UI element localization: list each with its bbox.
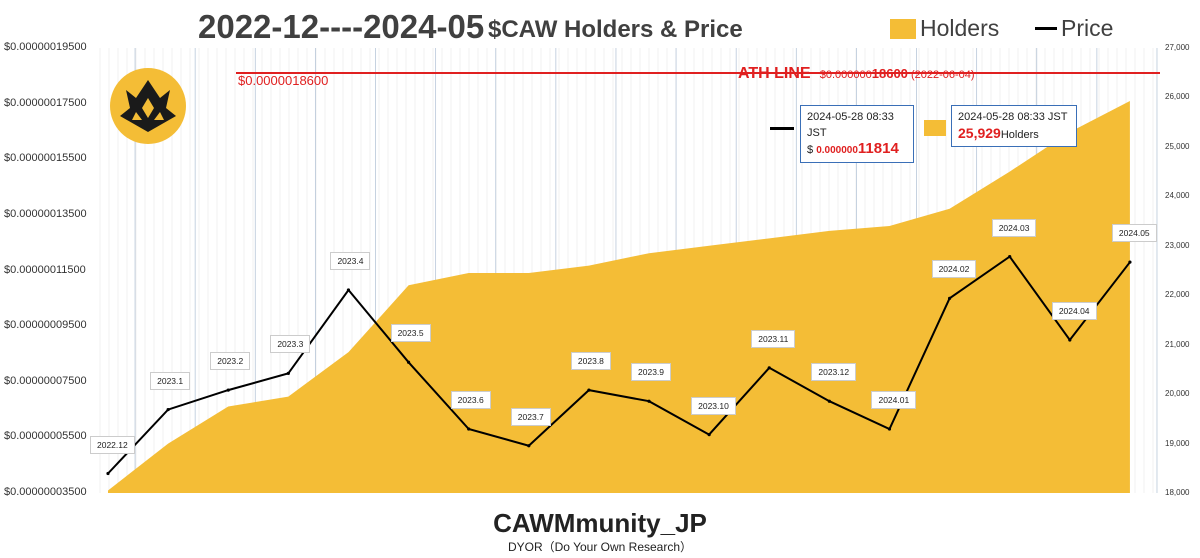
month-label: 2023.1	[150, 371, 191, 390]
price-box-time: 2024-05-28 08:33 JST	[807, 111, 894, 139]
price-point	[527, 444, 531, 448]
ath-annotation: ATH LINE $0.00000018600 (2022-06-04)	[738, 65, 975, 83]
price-point	[286, 371, 290, 376]
left-tick-label: $0.00000005500	[4, 430, 87, 443]
caw-logo	[110, 68, 186, 144]
legend-price: Price	[1035, 15, 1113, 42]
month-label: 2023.11	[751, 329, 796, 348]
right-tick-label: 25,000	[1165, 141, 1190, 151]
price-point	[226, 388, 230, 392]
left-tick-label: $0.00000019500	[4, 41, 87, 53]
price-box-value-small: 0.000000	[816, 145, 858, 156]
legend-holders: Holders	[890, 15, 999, 42]
price-info-box: 2024-05-28 08:33 JST $ 0.00000011814	[800, 105, 914, 163]
price-point	[587, 388, 591, 392]
date-range-title: 2022-12----2024-05	[198, 8, 485, 45]
right-tick-label: 21,000	[1165, 339, 1190, 349]
price-point	[647, 399, 651, 403]
price-point	[707, 432, 711, 437]
month-label: 2023.12	[811, 363, 857, 382]
footer-brand: CAWMmunity_JP	[493, 508, 707, 538]
left-tick-label: $0.00000017500	[4, 96, 87, 109]
holders-info-box: 2024-05-28 08:33 JST 25,929Holders	[951, 105, 1077, 147]
ath-value-main: 18600	[871, 66, 908, 81]
right-tick-label: 18,000	[1165, 488, 1190, 497]
right-tick-label: 22,000	[1165, 290, 1190, 300]
month-label: 2023.7	[510, 407, 551, 426]
right-tick-label: 26,000	[1165, 92, 1190, 102]
month-label: 2023.8	[570, 352, 611, 371]
month-label: 2024.04	[1051, 302, 1097, 321]
month-label: 2024.05	[1111, 224, 1157, 243]
right-tick-label: 24,000	[1165, 191, 1190, 201]
holders-box-value-row: 25,929Holders	[958, 125, 1070, 143]
price-point	[1128, 260, 1132, 264]
legend-holders-label: Holders	[920, 15, 1000, 41]
right-tick-label: 27,000	[1165, 43, 1190, 52]
month-label: 2023.4	[330, 251, 371, 270]
holders-box-value: 25,929	[958, 125, 1001, 141]
price-point	[1008, 254, 1012, 259]
price-point	[1068, 338, 1072, 342]
holders-box-unit: Holders	[1000, 129, 1039, 141]
left-tick-label: $0.00000009500	[4, 319, 87, 332]
price-point	[406, 360, 411, 364]
price-line	[107, 255, 1131, 475]
month-label: 2024.01	[871, 391, 917, 410]
month-label: 2024.02	[931, 260, 977, 279]
price-point	[947, 296, 952, 300]
price-point	[887, 427, 892, 431]
legend-price-line	[1035, 27, 1057, 30]
month-label: 2024.03	[991, 218, 1037, 237]
left-tick-label: $0.00000011500	[4, 263, 86, 276]
price-point	[767, 366, 771, 370]
price-point	[166, 407, 170, 412]
month-label: 2023.9	[631, 363, 672, 382]
month-label: 2023.3	[270, 335, 311, 354]
month-label: 2023.10	[691, 396, 736, 415]
price-point	[827, 399, 831, 403]
right-tick-label: 23,000	[1165, 240, 1190, 250]
left-tick-label: $0.00000015500	[4, 152, 87, 165]
legend-price-label: Price	[1061, 15, 1114, 41]
footer-sub: DYOR（Do Your Own Research）	[507, 540, 693, 554]
price-box-value-big: 11814	[857, 140, 899, 157]
chart-title: $CAW Holders & Price	[488, 16, 743, 43]
price-box-swatch	[770, 127, 794, 130]
holders-box-swatch	[924, 120, 946, 136]
month-label: 2023.2	[210, 352, 251, 371]
legend-holders-swatch	[890, 18, 916, 39]
holders-box-time: 2024-05-28 08:33 JST	[958, 111, 1068, 123]
price-point	[467, 427, 471, 431]
price-point	[346, 288, 351, 292]
ath-title: ATH LINE	[738, 65, 811, 82]
price-box-prefix: $	[807, 144, 817, 156]
month-label: 2023.5	[390, 324, 431, 343]
ath-value-prefix: $0.000000	[819, 69, 872, 81]
left-tick-label: $0.00000003500	[4, 486, 87, 498]
ath-left-label: $0.0000018600	[238, 73, 329, 88]
month-label: 2023.6	[450, 391, 491, 410]
ath-date: (2022-06-04)	[910, 69, 975, 81]
price-point	[106, 471, 110, 476]
price-box-value: $ 0.00000011814	[807, 141, 907, 159]
month-label: 2022.12	[90, 435, 135, 454]
right-tick-label: 20,000	[1165, 389, 1190, 399]
left-tick-label: $0.00000013500	[4, 207, 87, 220]
left-tick-label: $0.00000007500	[4, 374, 87, 387]
right-tick-label: 19,000	[1165, 438, 1190, 448]
